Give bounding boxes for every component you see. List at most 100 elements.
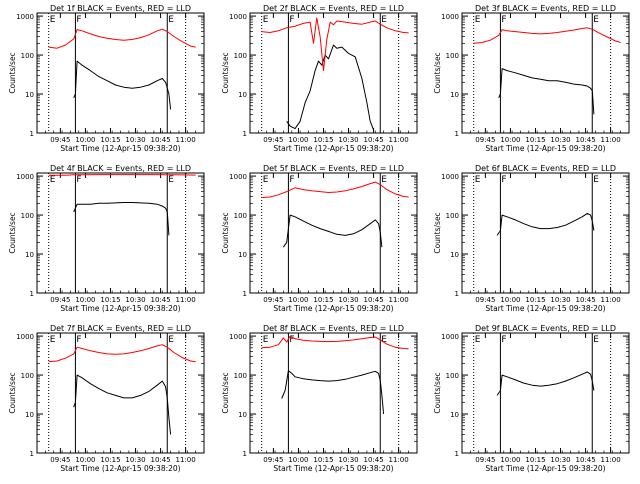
y-tick-label: 10 (450, 91, 459, 99)
x-tick-label: 10:45 (363, 456, 383, 464)
time-marker-label: F (76, 335, 81, 345)
x-tick-label: 11:00 (389, 456, 409, 464)
x-tick-label: 09:45 (475, 136, 495, 144)
x-tick-label: 10:45 (363, 296, 383, 304)
x-tick-label: 11:00 (389, 296, 409, 304)
time-marker-label: E (475, 335, 481, 345)
time-marker-label: E (263, 175, 269, 185)
x-tick-label: 11:00 (601, 296, 621, 304)
axes-frame (37, 173, 204, 293)
y-axis-label: Counts/sec (8, 372, 17, 413)
series-line-lld (262, 18, 409, 71)
axes-frame (462, 13, 629, 133)
x-tick-label: 09:45 (50, 296, 70, 304)
series-line-events (499, 69, 594, 115)
time-marker-label: F (289, 15, 294, 25)
y-tick-label: 10 (238, 251, 247, 259)
y-tick-label: 100 (21, 212, 34, 220)
x-tick-label: 10:30 (550, 296, 570, 304)
x-tick-label: 10:30 (125, 456, 145, 464)
y-tick-label: 100 (21, 52, 34, 60)
series-line-lld (474, 28, 621, 44)
x-tick-label: 09:45 (50, 456, 70, 464)
x-tick-label: 10:30 (338, 136, 358, 144)
y-axis-label: Counts/sec (221, 212, 230, 253)
y-tick-label: 100 (234, 212, 247, 220)
x-tick-label: 09:45 (263, 456, 283, 464)
time-marker-label: E (593, 335, 599, 345)
x-tick-label: 10:00 (75, 296, 95, 304)
series-line-events (74, 203, 169, 236)
panel-title: Det 2f BLACK = Events, RED = LLD (263, 4, 404, 13)
axes-frame (462, 173, 629, 293)
y-tick-label: 100 (234, 372, 247, 380)
time-marker-label: E (475, 175, 481, 185)
time-marker-label: F (501, 15, 506, 25)
y-tick-label: 1 (243, 130, 247, 138)
detector-panel-4: Det 4f BLACK = Events, RED = LLD11010010… (8, 164, 204, 313)
detector-panel-5: Det 5f BLACK = Events, RED = LLD11010010… (221, 164, 417, 313)
y-axis-label: Counts/sec (433, 52, 442, 93)
x-tick-label: 11:00 (176, 456, 196, 464)
time-marker-label: E (168, 175, 174, 185)
x-tick-label: 10:30 (338, 296, 358, 304)
x-tick-label: 09:45 (475, 456, 495, 464)
x-tick-label: 10:15 (525, 136, 545, 144)
time-marker-label: E (263, 335, 269, 345)
y-tick-label: 1000 (16, 333, 34, 341)
x-tick-label: 10:15 (100, 296, 120, 304)
x-tick-label: 09:45 (263, 296, 283, 304)
y-axis-label: Counts/sec (221, 372, 230, 413)
x-tick-label: 10:00 (75, 456, 95, 464)
x-axis-label: Start Time (12-Apr-15 09:38:20) (485, 304, 605, 313)
y-tick-label: 1 (30, 290, 34, 298)
x-tick-label: 10:30 (125, 136, 145, 144)
x-tick-label: 10:15 (313, 456, 333, 464)
series-group (262, 18, 409, 130)
x-axis-label: Start Time (12-Apr-15 09:38:20) (273, 144, 393, 153)
time-marker-label: E (593, 175, 599, 185)
x-axis-label: Start Time (12-Apr-15 09:38:20) (60, 464, 180, 473)
x-axis-label: Start Time (12-Apr-15 09:38:20) (60, 304, 180, 313)
y-tick-label: 1000 (229, 333, 247, 341)
x-axis-label: Start Time (12-Apr-15 09:38:20) (485, 464, 605, 473)
series-line-lld (49, 345, 196, 362)
y-tick-label: 1000 (229, 13, 247, 21)
detector-panel-2: Det 2f BLACK = Events, RED = LLD11010010… (221, 4, 417, 153)
time-marker-label: E (263, 15, 269, 25)
y-tick-label: 1 (243, 450, 247, 458)
x-tick-label: 10:45 (150, 456, 170, 464)
y-tick-label: 100 (21, 372, 34, 380)
panel-title: Det 9f BLACK = Events, RED = LLD (475, 324, 616, 333)
x-tick-label: 10:00 (500, 456, 520, 464)
y-tick-label: 1 (30, 450, 34, 458)
detector-panel-8: Det 8f BLACK = Events, RED = LLD11010010… (221, 324, 417, 473)
x-tick-label: 10:00 (500, 136, 520, 144)
x-tick-label: 10:15 (525, 456, 545, 464)
series-group (49, 345, 196, 435)
y-tick-label: 1000 (441, 13, 459, 21)
time-marker-label: E (50, 335, 56, 345)
y-axis-label: Counts/sec (433, 212, 442, 253)
y-tick-label: 1 (455, 450, 459, 458)
x-axis-label: Start Time (12-Apr-15 09:38:20) (485, 144, 605, 153)
series-line-events (497, 372, 594, 395)
x-tick-label: 09:45 (50, 136, 70, 144)
detector-panel-3: Det 3f BLACK = Events, RED = LLD11010010… (433, 4, 629, 153)
time-marker-label: E (381, 15, 387, 25)
y-tick-label: 10 (450, 251, 459, 259)
axes-frame (37, 333, 204, 453)
x-tick-label: 10:45 (575, 136, 595, 144)
axes-frame (37, 13, 204, 133)
x-axis-label: Start Time (12-Apr-15 09:38:20) (60, 144, 180, 153)
detector-panel-6: Det 6f BLACK = Events, RED = LLD11010010… (433, 164, 629, 313)
x-tick-label: 10:15 (313, 136, 333, 144)
y-tick-label: 1 (30, 130, 34, 138)
axes-frame (250, 333, 417, 453)
series-group (49, 29, 196, 109)
series-group (262, 182, 409, 247)
series-group (262, 336, 409, 414)
detector-panel-7: Det 7f BLACK = Events, RED = LLD11010010… (8, 324, 204, 473)
time-marker-label: E (50, 175, 56, 185)
